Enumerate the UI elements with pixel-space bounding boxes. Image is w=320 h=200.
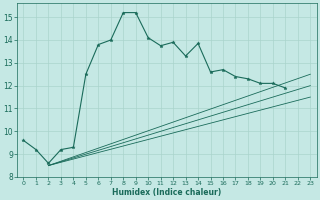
- X-axis label: Humidex (Indice chaleur): Humidex (Indice chaleur): [112, 188, 221, 197]
